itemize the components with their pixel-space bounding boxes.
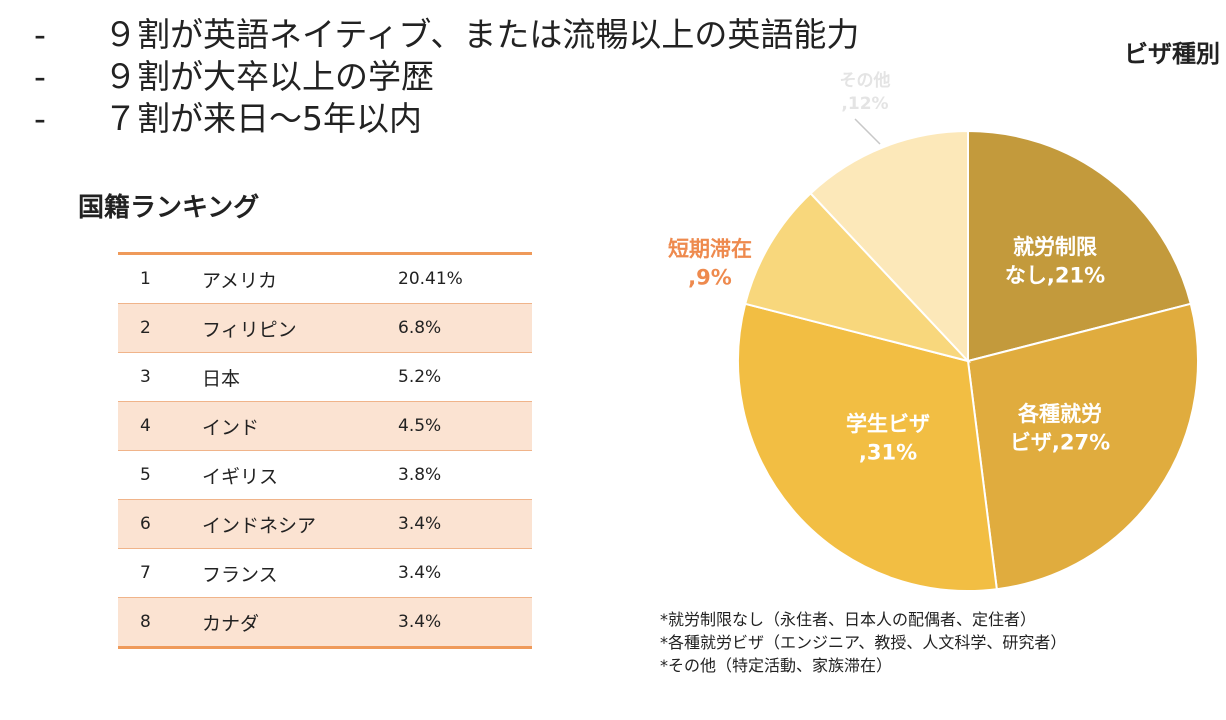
visa-type-pie-chart: ビザ種別 就労制限なし,21% 各種就労ビザ,27% 学生ビザ,31% 短期滞在,9%… (668, 40, 1220, 592)
pie-slice-1 (967, 129, 1192, 363)
ranking-title: 国籍ランキング (78, 193, 260, 223)
percent-cell: 5.2% (398, 352, 532, 402)
percent-cell: 6.8% (398, 303, 532, 353)
bullet-item: - ９割が英語ネイティブ、または流暢以上の英語能力 (34, 14, 859, 56)
table-row: 1 アメリカ 20.41% (118, 254, 532, 304)
pie-slice-4 (744, 191, 972, 363)
bullet-dash: - (34, 99, 46, 138)
country-cell: カナダ (202, 597, 398, 648)
percent-cell: 4.5% (398, 401, 532, 451)
table-row: 6 インドネシア 3.4% (118, 499, 532, 549)
bullet-item: - ９割が大卒以上の学歴 (34, 56, 859, 98)
country-cell: イギリス (202, 450, 398, 500)
bullet-text: ９割が大卒以上の学歴 (104, 57, 434, 96)
slice-label-5: その他,12% (840, 70, 891, 114)
visa-notes: *就労制限なし（永住者、日本人の配偶者、定住者） *各種就労ビザ（エンジニア、教… (660, 608, 1066, 677)
summary-bullets: - ９割が英語ネイティブ、または流暢以上の英語能力 - ９割が大卒以上の学歴 -… (34, 14, 859, 140)
percent-cell: 3.4% (398, 597, 532, 648)
table-row: 3 日本 5.2% (118, 352, 532, 402)
percent-cell: 20.41% (398, 269, 463, 289)
percent-cell: 3.4% (398, 499, 532, 549)
rank-cell: 5 (118, 450, 202, 500)
country-cell: インドネシア (202, 499, 398, 549)
table-row: 2 フィリピン 6.8% (118, 303, 532, 353)
rank-cell: 3 (118, 352, 202, 402)
note-item: *就労制限なし（永住者、日本人の配偶者、定住者） (660, 610, 1037, 629)
bullet-dash: - (34, 15, 46, 54)
bullet-item: - ７割が来日～5年以内 (34, 98, 859, 140)
country-cell: アメリカ (202, 269, 278, 292)
note-item: *各種就労ビザ（エンジニア、教授、人文科学、研究者） (660, 633, 1067, 652)
pie-slice-5 (809, 129, 969, 364)
table-row: 8 カナダ 3.4% (118, 597, 532, 648)
nationality-ranking-table: 1 アメリカ 20.41% 2 フィリピン 6.8% 3 日本 5.2% 4 イ… (118, 252, 532, 649)
country-cell: インド (202, 401, 398, 451)
table-row: 4 インド 4.5% (118, 401, 532, 451)
bullet-dash: - (34, 57, 46, 96)
country-cell: フィリピン (202, 303, 398, 353)
slice-label-4: 短期滞在,9% (668, 237, 752, 289)
rank-cell: 7 (118, 548, 202, 598)
rank-cell: 1 (140, 269, 151, 289)
chart-title: ビザ種別 (1124, 40, 1220, 68)
slice-label-2: 各種就労ビザ,27% (1010, 402, 1110, 454)
percent-cell: 3.8% (398, 450, 532, 500)
country-cell: 日本 (202, 352, 398, 402)
note-item: *その他（特定活動、家族滞在） (660, 656, 893, 675)
rank-cell: 2 (118, 303, 202, 353)
table-row: 7 フランス 3.4% (118, 548, 532, 598)
country-cell: フランス (202, 548, 398, 598)
rank-cell: 6 (118, 499, 202, 549)
rank-cell: 8 (118, 597, 202, 648)
bullet-text: ９割が英語ネイティブ、または流暢以上の英語能力 (104, 15, 860, 54)
pie-slice-2 (966, 302, 1199, 591)
slice-label-1: 就労制限なし,21% (1005, 235, 1105, 287)
rank-cell: 4 (118, 401, 202, 451)
table-row: 5 イギリス 3.8% (118, 450, 532, 500)
pie-slice-3 (737, 302, 998, 592)
slice-label-leader-5 (854, 118, 881, 145)
bullet-text: ７割が来日～5年以内 (104, 99, 422, 138)
percent-cell: 3.4% (398, 548, 532, 598)
slice-label-3: 学生ビザ,31% (846, 412, 930, 464)
